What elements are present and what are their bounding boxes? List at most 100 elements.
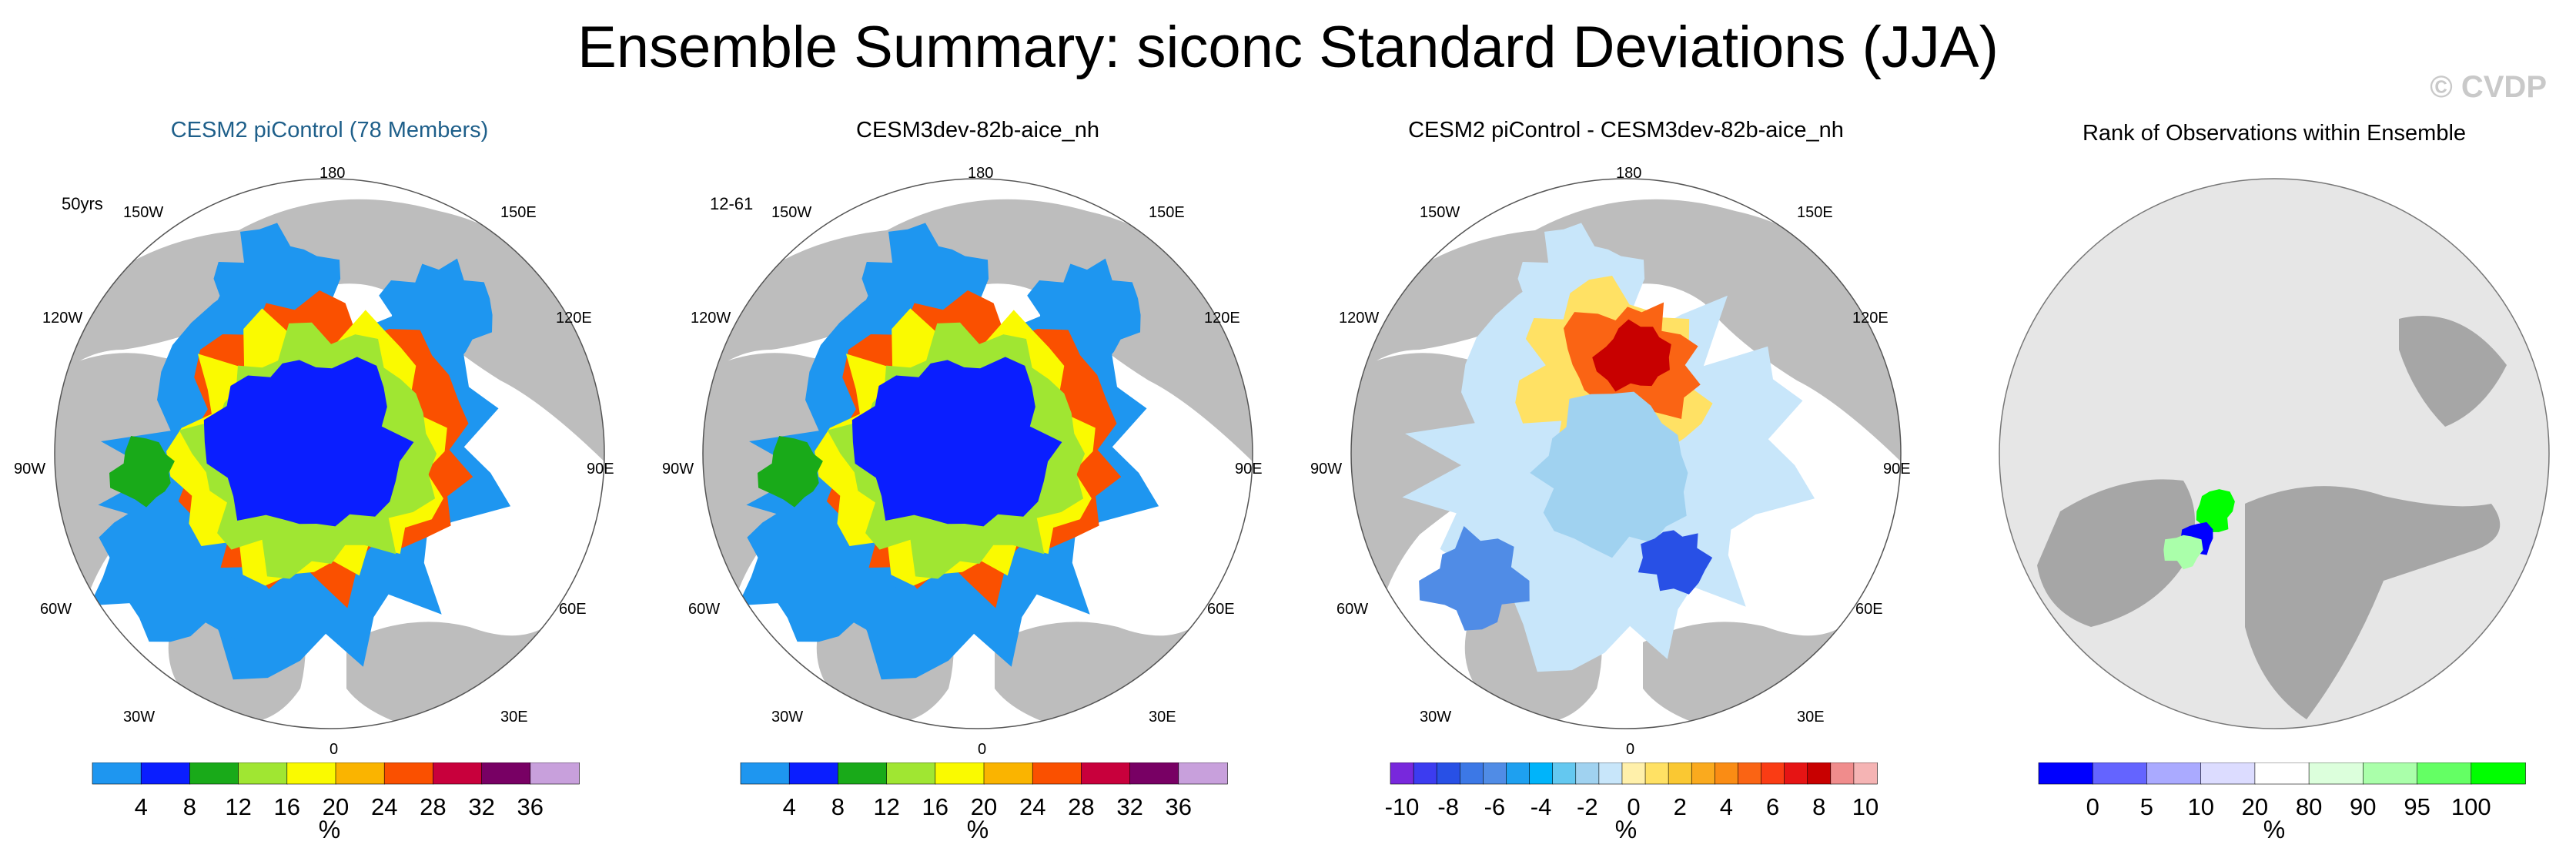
lon-label-n180: 180 — [968, 165, 994, 182]
colorbar-tick-label: 100 — [2451, 793, 2491, 820]
colorbar-swatch — [1529, 762, 1554, 785]
colorbar-tick-label: 6 — [1766, 793, 1779, 820]
polar-map — [702, 178, 1253, 729]
lon-label-w60: 60W — [1337, 601, 1369, 618]
colorbar-swatch — [2417, 762, 2472, 785]
lon-label-w90: 90W — [1310, 461, 1343, 478]
colorbar-tick-label: 16 — [922, 793, 948, 820]
colorbar-swatch — [481, 762, 531, 785]
colorbar-tick-label: 16 — [274, 793, 300, 820]
panel-title: CESM2 piControl - CESM3dev-82b-aice_nh — [1408, 118, 1844, 142]
lon-label-e150: 150E — [500, 204, 537, 221]
colorbar-tick-label: 8 — [831, 793, 845, 820]
colorbar-tick-label: -2 — [1577, 793, 1598, 820]
colorbar-swatch — [838, 762, 888, 785]
colorbar-swatch — [1853, 762, 1878, 785]
lon-label-w90: 90W — [14, 461, 46, 478]
lon-label-w150: 150W — [771, 204, 812, 221]
lon-label-s0: 0 — [330, 741, 339, 758]
colorbar-tick-label: 90 — [2350, 793, 2376, 820]
colorbar-swatch — [2254, 762, 2310, 785]
colorbar-tick-label: 12 — [225, 793, 251, 820]
colorbar-tick-label: 20 — [971, 793, 997, 820]
diff-region-neg-6 — [1419, 526, 1530, 631]
colorbar-tick-label: 24 — [371, 793, 397, 820]
panel-rank: Rank of Observations within Ensemble 0 5 1… — [1952, 116, 2576, 847]
colorbar-tick-label: 24 — [1019, 793, 1045, 820]
colorbar-tick-label: 20 — [2242, 793, 2268, 820]
landmass-north — [1351, 199, 1901, 473]
colorbar-swatch — [92, 762, 142, 785]
lon-label-e30: 30E — [1797, 709, 1825, 726]
colorbar-swatch — [1390, 762, 1414, 785]
colorbar-tick-label: 95 — [2404, 793, 2430, 820]
colorbar-swatch — [335, 762, 386, 785]
panel-cesm2-picontrol: CESM2 piControl (78 Members) 50yrs 4 8 12 1… — [8, 116, 651, 847]
colorbar-swatch — [2471, 762, 2526, 785]
colorbar-swatch — [740, 762, 791, 785]
colorbar-swatch — [1644, 762, 1669, 785]
landmass-west — [2037, 479, 2195, 627]
colorbar-swatch — [935, 762, 985, 785]
colorbar-swatch — [1506, 762, 1531, 785]
lon-label-e90: 90E — [1883, 461, 1911, 478]
colorbar-tick-label: 36 — [517, 793, 544, 820]
panel-difference: CESM2 piControl - CESM3dev-82b-aice_nh -… — [1304, 116, 1948, 847]
polar-map — [1350, 178, 1902, 729]
colorbar-swatch — [238, 762, 288, 785]
diff-region-pos-9 — [1592, 319, 1671, 392]
lon-label-e30: 30E — [500, 709, 528, 726]
lon-label-e60: 60E — [1207, 601, 1235, 618]
colorbar-swatch — [983, 762, 1034, 785]
colorbar-tick-label: -6 — [1484, 793, 1506, 820]
lon-label-w150: 150W — [123, 204, 164, 221]
colorbar-swatch — [1830, 762, 1855, 785]
colorbar-tick-label: 4 — [1720, 793, 1733, 820]
lon-label-w120: 120W — [42, 310, 83, 327]
colorbar-swatch — [1715, 762, 1739, 785]
colorbar-swatch — [1575, 762, 1600, 785]
colorbar-unit: % — [318, 816, 341, 843]
lon-label-e30: 30E — [1149, 709, 1176, 726]
colorbar-swatch — [1784, 762, 1808, 785]
ice-region-core — [851, 357, 1062, 527]
colorbar-swatch — [1761, 762, 1785, 785]
colorbar-swatch — [1483, 762, 1507, 785]
lon-label-e60: 60E — [1855, 601, 1883, 618]
colorbar: 4 8 12 16 20 24 28 32 36 — [740, 762, 1228, 820]
colorbar-tick-label: 28 — [1068, 793, 1094, 820]
colorbar-tick-label: 12 — [873, 793, 899, 820]
colorbar-tick-label: 10 — [1852, 793, 1878, 820]
colorbar-swatch — [2092, 762, 2148, 785]
colorbar-tick-label: -8 — [1437, 793, 1459, 820]
map-boundary — [702, 178, 1253, 729]
lon-label-w30: 30W — [123, 709, 156, 726]
colorbar-swatch — [2200, 762, 2256, 785]
colorbar-tick-label: 32 — [1116, 793, 1142, 820]
colorbar-swatch — [189, 762, 239, 785]
panel-title: CESM3dev-82b-aice_nh — [856, 118, 1099, 142]
panel-title[interactable]: CESM2 piControl (78 Members) — [170, 118, 489, 142]
colorbar-swatch — [383, 762, 434, 785]
lon-label-e90: 90E — [587, 461, 614, 478]
colorbar-swatch — [788, 762, 839, 785]
colorbar-swatch — [286, 762, 336, 785]
colorbar-swatch — [1621, 762, 1646, 785]
rank-cell-100 — [2196, 489, 2235, 532]
colorbar-swatch — [2038, 762, 2094, 785]
colorbar-tick-label: 32 — [468, 793, 494, 820]
colorbar-swatch — [1081, 762, 1131, 785]
colorbar-swatch — [1738, 762, 1762, 785]
panel-title: Rank of Observations within Ensemble — [2082, 121, 2467, 146]
colorbar-swatch — [140, 762, 191, 785]
figure-title: Ensemble Summary: siconc Standard Deviat… — [577, 15, 1999, 80]
lon-label-w30: 30W — [771, 709, 804, 726]
colorbar-swatch — [1413, 762, 1438, 785]
colorbar-swatch — [1459, 762, 1484, 785]
colorbar-tick-label: 80 — [2296, 793, 2322, 820]
map-boundary — [1350, 178, 1902, 729]
lon-label-e60: 60E — [559, 601, 587, 618]
lon-label-e150: 150E — [1149, 204, 1185, 221]
colorbar-tick-label: -4 — [1531, 793, 1552, 820]
lon-label-w90: 90W — [662, 461, 694, 478]
